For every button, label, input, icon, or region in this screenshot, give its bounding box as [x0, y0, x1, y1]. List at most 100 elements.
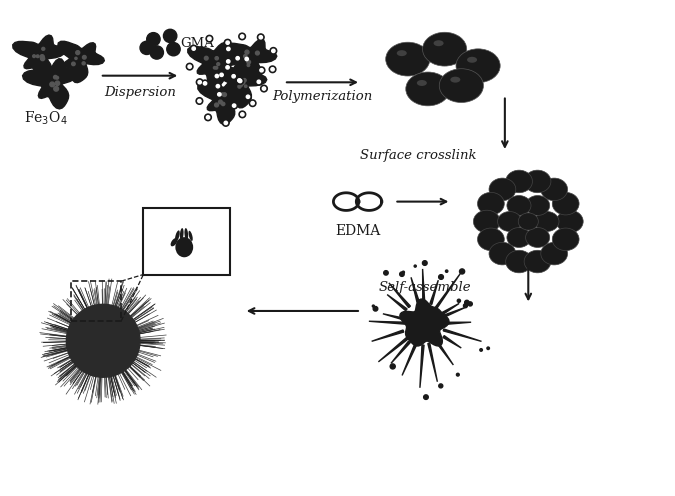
Polygon shape	[411, 277, 419, 303]
Polygon shape	[22, 59, 80, 109]
Text: EDMA: EDMA	[335, 224, 380, 239]
Circle shape	[202, 80, 209, 87]
Ellipse shape	[477, 192, 504, 215]
Ellipse shape	[507, 195, 531, 215]
Ellipse shape	[188, 231, 193, 241]
Circle shape	[255, 78, 262, 85]
Ellipse shape	[489, 243, 516, 265]
Circle shape	[54, 86, 59, 91]
Circle shape	[263, 87, 266, 90]
Text: Self-assemble: Self-assemble	[378, 281, 471, 294]
Circle shape	[246, 95, 250, 98]
Polygon shape	[435, 341, 454, 365]
Circle shape	[487, 347, 489, 350]
Text: Dispersion: Dispersion	[104, 86, 176, 99]
Circle shape	[259, 36, 263, 39]
Circle shape	[244, 85, 247, 87]
Circle shape	[390, 364, 396, 369]
Ellipse shape	[535, 212, 559, 232]
Ellipse shape	[506, 250, 533, 273]
Polygon shape	[215, 62, 267, 108]
Circle shape	[247, 60, 250, 64]
Ellipse shape	[385, 42, 430, 76]
Ellipse shape	[439, 69, 483, 103]
Polygon shape	[442, 304, 459, 314]
Ellipse shape	[450, 77, 460, 83]
Circle shape	[36, 55, 39, 58]
Circle shape	[190, 45, 197, 52]
Circle shape	[215, 103, 219, 107]
Circle shape	[460, 269, 464, 274]
Circle shape	[245, 50, 249, 54]
Circle shape	[239, 111, 246, 118]
Circle shape	[241, 81, 245, 84]
Circle shape	[226, 65, 230, 69]
Circle shape	[402, 271, 404, 273]
Text: Surface crosslink: Surface crosslink	[360, 149, 476, 162]
Polygon shape	[391, 341, 410, 364]
Polygon shape	[443, 329, 481, 341]
Circle shape	[456, 373, 459, 376]
Circle shape	[464, 304, 468, 308]
Polygon shape	[383, 314, 406, 320]
Ellipse shape	[433, 40, 443, 46]
Ellipse shape	[526, 228, 549, 248]
Circle shape	[261, 85, 267, 92]
Polygon shape	[58, 41, 105, 83]
Ellipse shape	[175, 230, 180, 242]
Circle shape	[258, 67, 265, 73]
Circle shape	[244, 93, 251, 100]
Ellipse shape	[518, 213, 539, 230]
Circle shape	[223, 120, 230, 126]
Circle shape	[468, 302, 472, 306]
Circle shape	[226, 41, 230, 44]
Circle shape	[82, 62, 85, 65]
Circle shape	[55, 81, 59, 85]
Circle shape	[216, 84, 219, 88]
Circle shape	[53, 75, 57, 79]
Circle shape	[400, 272, 404, 276]
Circle shape	[257, 80, 261, 83]
Circle shape	[32, 55, 35, 58]
Polygon shape	[379, 337, 408, 362]
Circle shape	[208, 37, 211, 40]
Circle shape	[249, 100, 256, 107]
Polygon shape	[66, 305, 140, 377]
Circle shape	[227, 47, 230, 51]
Circle shape	[223, 93, 226, 97]
Circle shape	[40, 57, 45, 61]
Circle shape	[439, 384, 443, 388]
Circle shape	[225, 46, 232, 52]
Circle shape	[203, 82, 207, 85]
Circle shape	[257, 34, 264, 41]
Ellipse shape	[456, 49, 500, 83]
Polygon shape	[400, 299, 449, 346]
Text: GMA: GMA	[180, 37, 214, 51]
Polygon shape	[13, 35, 65, 81]
Circle shape	[215, 57, 219, 60]
Circle shape	[221, 93, 223, 96]
Circle shape	[217, 62, 219, 65]
Circle shape	[424, 395, 428, 399]
Circle shape	[146, 33, 160, 46]
Circle shape	[230, 73, 237, 79]
Circle shape	[217, 93, 221, 96]
Ellipse shape	[541, 243, 568, 265]
Circle shape	[240, 35, 244, 38]
Circle shape	[414, 265, 416, 267]
Circle shape	[42, 48, 45, 50]
Circle shape	[457, 299, 460, 303]
Ellipse shape	[184, 228, 188, 240]
Circle shape	[239, 33, 246, 40]
Ellipse shape	[417, 80, 427, 86]
Circle shape	[240, 84, 242, 86]
Circle shape	[215, 66, 218, 69]
Circle shape	[219, 100, 222, 104]
Circle shape	[150, 46, 163, 59]
Ellipse shape	[489, 178, 516, 200]
Ellipse shape	[406, 72, 450, 106]
Circle shape	[40, 55, 44, 59]
Circle shape	[76, 51, 80, 55]
Circle shape	[244, 55, 247, 58]
Circle shape	[198, 99, 201, 103]
